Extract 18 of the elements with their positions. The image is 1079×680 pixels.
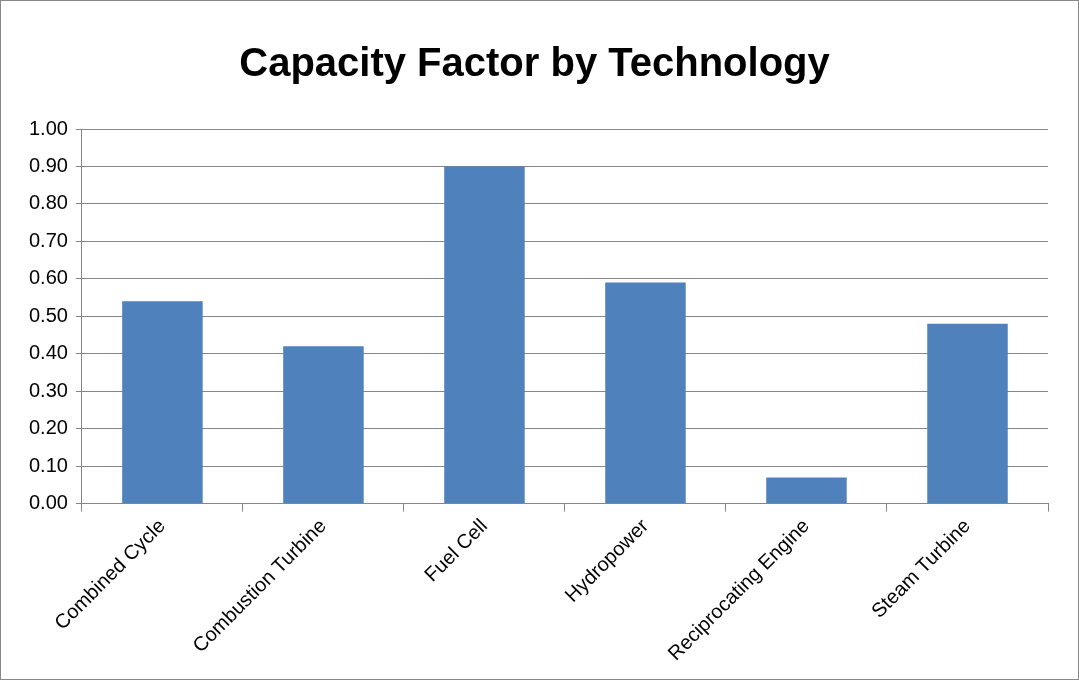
bar: [444, 166, 525, 504]
y-tick-label: 0.90: [28, 153, 68, 176]
y-tick-label: 1.00: [28, 116, 68, 139]
chart-title: Capacity Factor by Technology: [239, 40, 831, 85]
y-tick-label: 0.80: [28, 191, 68, 214]
y-tick-label: 0.50: [28, 303, 68, 326]
y-tick-label: 0.00: [28, 491, 68, 514]
bar: [766, 477, 847, 504]
y-tick-label: 0.60: [28, 266, 68, 289]
bar: [605, 282, 686, 504]
y-tick-label: 0.20: [28, 416, 68, 439]
y-tick-label: 0.40: [28, 341, 68, 364]
bar: [927, 323, 1008, 504]
y-tick-label: 0.30: [28, 378, 68, 401]
y-tick-label: 0.70: [28, 228, 68, 251]
bar: [122, 301, 203, 504]
bar: [283, 346, 364, 504]
y-tick-label: 0.10: [28, 453, 68, 476]
